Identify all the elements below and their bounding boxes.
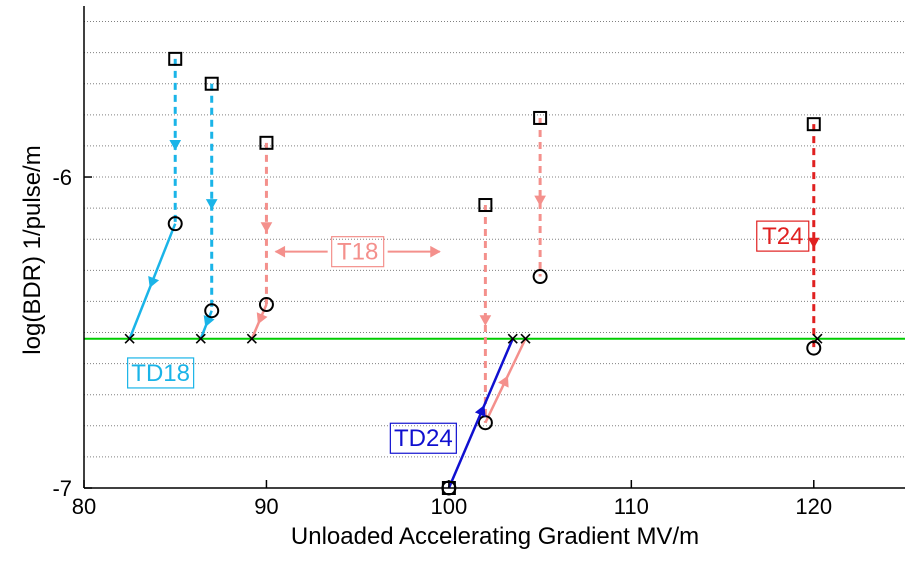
t18-arrow-right-head: [430, 245, 441, 258]
t18-arrowhead: [479, 315, 492, 326]
td24-arrowhead: [474, 404, 486, 417]
td24-cross-marker: [507, 333, 518, 344]
td18-cross-marker: [124, 333, 135, 344]
cross-stroke: [124, 333, 135, 344]
x-tick-label: 120: [795, 494, 832, 519]
t18-arrowhead: [498, 375, 509, 388]
t18-arrowhead: [534, 195, 546, 207]
t18-square-marker: [259, 135, 274, 150]
gridlines: [84, 21, 905, 458]
x-tick-label: 100: [431, 494, 468, 519]
t18-square-marker: [533, 110, 548, 125]
t18-square-marker: [478, 198, 493, 213]
td18-arrowhead: [205, 199, 218, 210]
y-tick-label: -7: [52, 476, 72, 501]
cross-stroke: [520, 333, 531, 344]
td18-label-box: [127, 357, 195, 389]
t18-cross-marker: [520, 333, 531, 344]
t18-arrow-left-head: [274, 245, 286, 258]
td18-cross-marker: [195, 333, 206, 344]
t18-cross-marker: [246, 333, 257, 344]
td18-square-marker: [168, 51, 183, 66]
t18-circle-marker: [532, 269, 548, 285]
td24-label-group: TD24: [389, 422, 457, 454]
t18-arrowhead: [260, 222, 273, 233]
t24-label-box: [756, 220, 810, 252]
td18-series-label: TD18: [131, 360, 190, 387]
cross-stroke: [507, 333, 518, 344]
td24-label-box: [389, 422, 457, 454]
td18-arrowhead: [148, 275, 160, 288]
t24-label-group: T24: [756, 220, 810, 252]
axes: 80 90 100 110 120 -6 -7: [52, 6, 905, 519]
t24-series-label: T24: [762, 223, 803, 250]
t24-arrowhead: [807, 237, 820, 249]
t18-label-box: [331, 236, 385, 268]
x-tick-label: 90: [254, 494, 278, 519]
td18-arrowhead: [169, 140, 182, 151]
td18-circle-marker: [167, 216, 183, 232]
x-tick-label: 80: [72, 494, 96, 519]
t18-circle-marker: [258, 297, 274, 313]
y-axis-title: log(BDR) 1/pulse/m: [19, 145, 46, 354]
y-tick-label: -6: [52, 165, 72, 190]
x-axis-title: Unloaded Accelerating Gradient MV/m: [291, 523, 699, 550]
t18-label-group: T18: [274, 236, 441, 268]
cross-stroke: [246, 333, 257, 344]
t24-square-marker: [806, 117, 821, 132]
td18-arrowhead: [203, 315, 215, 328]
cross-stroke: [812, 333, 823, 344]
t18-series-label: T18: [337, 239, 378, 266]
td18-square-marker: [204, 76, 219, 91]
td24-series-label: TD24: [394, 425, 453, 452]
data-marks: TD18 T18 TD24 T24: [84, 51, 905, 496]
td18-label-group: TD18: [127, 357, 195, 389]
x-tick-label: 110: [614, 494, 649, 519]
t18-arrowhead: [256, 312, 268, 325]
cross-stroke: [195, 333, 206, 344]
t24-cross-marker: [812, 333, 823, 344]
td18-circle-marker: [204, 303, 220, 319]
